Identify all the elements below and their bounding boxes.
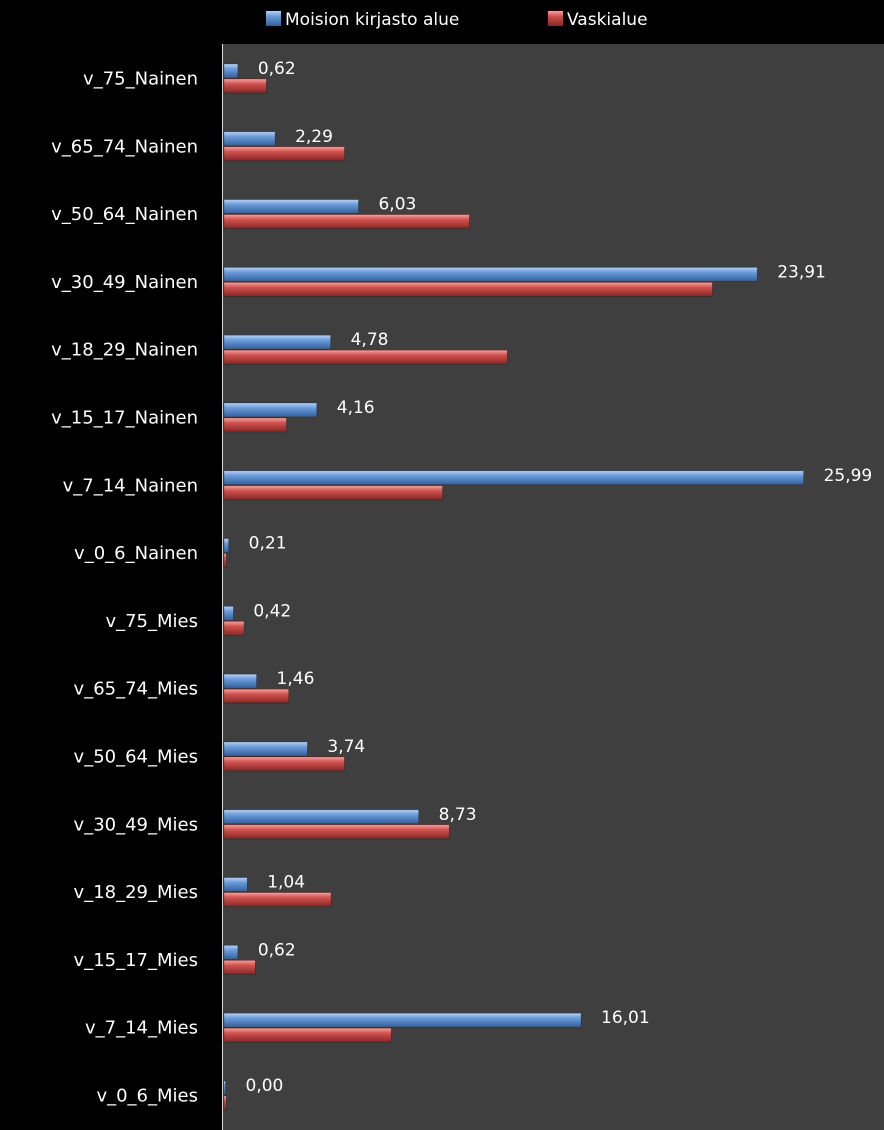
bar-moision (223, 334, 331, 350)
category-label: v_75_Nainen (83, 69, 198, 90)
data-labels: 0,62 2,29 6,03 23,91 4,78 4,16 25,99 0,21 0,42 1,… (246, 59, 873, 1096)
data-label: 0,00 (246, 1076, 284, 1096)
bar-moision (223, 741, 308, 757)
bar-vaskialue (223, 756, 345, 772)
data-label: 0,21 (249, 534, 287, 554)
category-label: v_18_29_Nainen (51, 340, 198, 361)
category-label: v_18_29_Mies (74, 882, 198, 903)
legend: Moision kirjasto alue Vaskialue (266, 10, 648, 30)
data-label: 8,73 (439, 805, 477, 825)
bar-vaskialue (223, 485, 443, 501)
data-label: 4,78 (351, 330, 389, 350)
category-label: v_50_64_Mies (74, 747, 198, 768)
category-label: v_65_74_Mies (74, 679, 198, 700)
legend-label-series-1: Vaskialue (567, 10, 648, 30)
data-label: 25,99 (824, 466, 873, 486)
bar-vaskialue (223, 417, 287, 433)
data-label: 1,04 (267, 873, 305, 893)
bar-vaskialue (223, 282, 713, 297)
category-axis-background (0, 0, 222, 1130)
data-label: 0,62 (258, 940, 296, 960)
bar-vaskialue (223, 146, 345, 162)
bar-moision (223, 470, 804, 486)
bar-moision (223, 809, 419, 825)
bar-vaskialue (223, 1027, 392, 1043)
bar-moision (223, 402, 318, 418)
bar-vaskialue (223, 349, 508, 365)
bar-vaskialue (223, 688, 289, 704)
data-label: 0,62 (258, 59, 296, 79)
category-label: v_65_74_Nainen (51, 136, 198, 157)
bar-vaskialue (223, 214, 470, 229)
category-label: v_50_64_Nainen (51, 204, 198, 225)
bar-vaskialue (223, 960, 256, 975)
category-label: v_7_14_Nainen (63, 475, 198, 496)
legend-label-series-0: Moision kirjasto alue (285, 10, 459, 30)
bar-vaskialue (223, 78, 267, 94)
category-label: v_7_14_Mies (85, 1018, 198, 1039)
category-label: v_75_Mies (105, 611, 198, 632)
bar-vaskialue (223, 892, 332, 907)
bar-moision (223, 267, 758, 282)
bar-moision (223, 1080, 226, 1096)
bar-moision (223, 538, 229, 553)
data-label: 3,74 (327, 737, 365, 757)
data-label: 4,16 (337, 398, 375, 418)
data-label: 1,46 (277, 669, 315, 689)
category-label: v_15_17_Nainen (51, 408, 198, 429)
bar-moision (223, 1012, 582, 1028)
category-label: v_0_6_Nainen (74, 543, 198, 564)
bar-vaskialue (223, 553, 227, 568)
bar-vaskialue (223, 824, 450, 840)
bar-moision (223, 63, 239, 79)
category-label: v_15_17_Mies (74, 950, 198, 971)
bar-vaskialue (223, 621, 245, 636)
bar-vaskialue (223, 1095, 227, 1111)
legend-swatch-series-1 (548, 11, 563, 26)
bar-moision (223, 606, 234, 621)
data-label: 2,29 (295, 127, 333, 147)
legend-swatch-series-0 (266, 11, 281, 26)
bar-moision (223, 199, 359, 214)
category-label: v_30_49_Mies (74, 814, 198, 835)
data-label: 23,91 (777, 262, 826, 282)
bars (223, 63, 804, 1111)
category-label: v_0_6_Mies (96, 1086, 198, 1107)
bar-moision (223, 131, 276, 147)
data-label: 0,42 (253, 601, 291, 621)
bar-moision (223, 673, 257, 689)
bar-moision (223, 945, 239, 960)
bar-moision (223, 877, 248, 892)
category-labels: v_75_Nainen v_65_74_Nainen v_50_64_Nainenv… (51, 69, 198, 1107)
category-label: v_30_49_Nainen (51, 272, 198, 293)
data-label: 16,01 (601, 1008, 650, 1028)
data-label: 6,03 (378, 195, 416, 215)
